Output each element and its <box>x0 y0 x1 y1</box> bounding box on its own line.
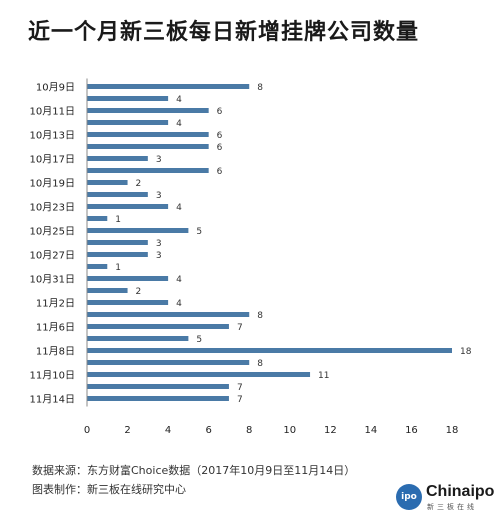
data-label: 11 <box>318 371 329 381</box>
data-source-note: 数据来源：东方财富Choice数据（2017年10月9日至11月14日） <box>32 464 356 477</box>
data-label: 1 <box>115 263 121 273</box>
data-label: 8 <box>257 83 263 93</box>
bar-10月30日 <box>87 264 108 269</box>
data-label: 6 <box>217 143 223 153</box>
bar-11月1日 <box>87 288 128 293</box>
category-label: 10月31日 <box>30 274 75 286</box>
category-label: 10月9日 <box>36 82 75 94</box>
data-label: 7 <box>237 395 243 405</box>
category-label: 11月2日 <box>36 298 75 310</box>
bar-10月12日 <box>87 120 169 125</box>
category-label: 10月13日 <box>30 130 75 142</box>
x-tick-label: 10 <box>283 425 296 436</box>
data-label: 6 <box>217 107 223 117</box>
logo-subtitle: 新三板在线 <box>427 503 477 511</box>
bar-10月27日 <box>87 252 148 257</box>
bar-10月16日 <box>87 144 209 149</box>
bar-10月13日 <box>87 132 209 137</box>
bar-10月18日 <box>87 168 209 173</box>
data-label: 7 <box>237 323 243 333</box>
bar-11月3日 <box>87 312 250 317</box>
x-tick-label: 14 <box>365 425 378 436</box>
bar-10月24日 <box>87 216 108 221</box>
data-label: 5 <box>196 227 202 237</box>
bar-10月11日 <box>87 108 209 113</box>
data-label: 8 <box>257 359 263 369</box>
category-label: 10月23日 <box>30 202 75 214</box>
data-label: 4 <box>176 95 182 105</box>
bar-10月10日 <box>87 96 169 101</box>
data-label: 18 <box>460 347 472 357</box>
x-tick-label: 12 <box>324 425 337 436</box>
data-label: 4 <box>176 299 182 309</box>
bar-10月19日 <box>87 180 128 185</box>
bar-11月13日 <box>87 384 229 389</box>
data-label: 3 <box>156 239 162 249</box>
bar-10月20日 <box>87 192 148 197</box>
chart-maker-note: 图表制作：新三板在线研究中心 <box>32 483 186 496</box>
category-label: 10月27日 <box>30 250 75 262</box>
data-label: 4 <box>176 119 182 129</box>
data-label: 2 <box>136 179 142 189</box>
bar-11月9日 <box>87 360 250 365</box>
x-tick-label: 18 <box>446 425 459 436</box>
x-tick-label: 0 <box>84 425 90 436</box>
data-label: 3 <box>156 155 162 165</box>
bar-10月26日 <box>87 240 148 245</box>
data-label: 4 <box>176 275 182 285</box>
x-axis: 0 2 4 6 8 10 12 14 16 18 <box>84 78 459 436</box>
data-label: 5 <box>196 335 202 345</box>
bar-11月8日 <box>87 348 452 353</box>
x-tick-label: 16 <box>405 425 418 436</box>
data-label: 1 <box>115 215 121 225</box>
data-label: 8 <box>257 311 263 321</box>
bar-11月14日 <box>87 396 229 401</box>
bars-layer: 8 4 6 4 6 6 3 6 2 3 4 1 5 3 3 1 4 2 4 8 7 5 18 8 11 7 7 <box>87 83 472 405</box>
bar-11月6日 <box>87 324 229 329</box>
x-tick-label: 2 <box>124 425 130 436</box>
category-label: 10月11日 <box>30 106 75 118</box>
logo-badge: ipo <box>396 484 422 510</box>
chinaipo-logo: ipo Chinaipo 新三板在线 <box>396 481 494 515</box>
bar-11月10日 <box>87 372 311 377</box>
data-label: 2 <box>136 287 142 297</box>
data-label: 4 <box>176 203 182 213</box>
data-label: 6 <box>217 167 223 177</box>
data-label: 7 <box>237 383 243 393</box>
data-label: 6 <box>217 131 223 141</box>
category-label: 11月6日 <box>36 322 75 334</box>
category-label: 11月10日 <box>30 370 75 382</box>
logo-name: Chinaipo <box>426 483 495 500</box>
bar-10月31日 <box>87 276 169 281</box>
bar-10月17日 <box>87 156 148 161</box>
data-label: 3 <box>156 251 162 261</box>
category-label: 11月14日 <box>30 394 75 406</box>
bar-11月2日 <box>87 300 169 305</box>
bar-10月9日 <box>87 84 250 89</box>
bar-10月23日 <box>87 204 169 209</box>
bar-11月7日 <box>87 336 189 341</box>
x-tick-label: 4 <box>165 425 171 436</box>
category-labels: 10月9日 10月11日 10月13日 10月17日 10月19日 10月23日 10月25… <box>30 82 75 406</box>
x-tick-label: 8 <box>246 425 252 436</box>
x-tick-label: 6 <box>205 425 211 436</box>
category-label: 10月19日 <box>30 178 75 190</box>
category-label: 11月8日 <box>36 346 75 358</box>
category-label: 10月17日 <box>30 154 75 166</box>
chart-title: 近一个月新三板每日新增挂牌公司数量 <box>28 20 420 45</box>
category-label: 10月25日 <box>30 226 75 238</box>
data-label: 3 <box>156 191 162 201</box>
bar-10月25日 <box>87 228 189 233</box>
